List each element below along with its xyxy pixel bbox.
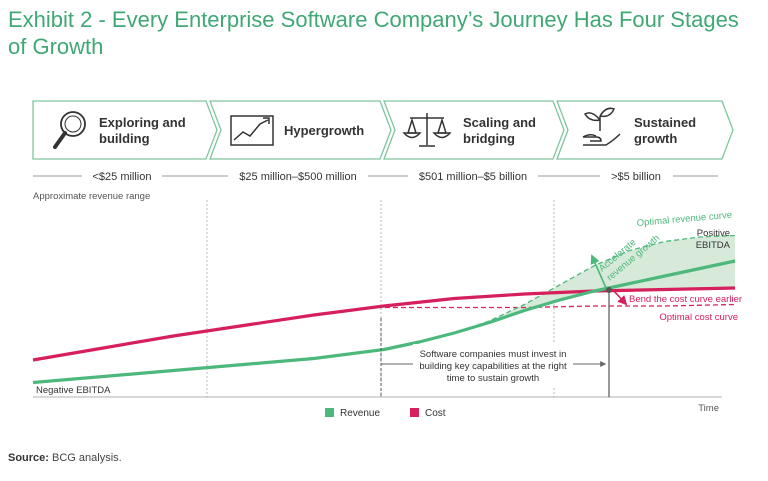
chart-title: Exhibit 2 - Every Enterprise Software Co… [8, 7, 739, 59]
plant-in-hand-icon [582, 107, 621, 146]
series-line-optimal-revenue-curve [453, 234, 736, 334]
stage-4-shape [556, 100, 734, 160]
intersection-point [606, 287, 612, 293]
x-axis-label: Time [698, 403, 719, 414]
stage-bar [32, 100, 734, 160]
investment-note-line2: building key capabilities at the right [419, 361, 567, 372]
stage-3-shape [383, 100, 565, 160]
series-line-optimal-cost-curve [376, 303, 736, 309]
positive-ebitda-area [454, 235, 735, 333]
series-layer [32, 234, 736, 385]
stage-3-label-line2: bridging [463, 131, 515, 146]
magnifier-icon [53, 111, 86, 149]
range-label-1: <$25 million [92, 171, 151, 183]
range-label-2: $25 million–$500 million [239, 171, 356, 183]
legend-revenue-swatch [325, 408, 334, 417]
stage-1-label-line2: building [99, 131, 150, 146]
source-text: BCG analysis. [52, 452, 122, 464]
optimal-cost-label: Optimal cost curve [659, 312, 738, 323]
source-note: Source: BCG analysis. [8, 452, 122, 464]
stage-2-label: Hypergrowth [284, 123, 364, 138]
investment-note-line1: Software companies must invest in [420, 349, 567, 360]
source-label: Source: [8, 452, 49, 464]
legend: Revenue Cost [325, 408, 446, 419]
investment-note-line3: time to sustain growth [447, 373, 539, 384]
range-label-4: >$5 billion [611, 171, 661, 183]
balance-scale-icon [402, 113, 452, 147]
legend-cost-swatch [410, 408, 419, 417]
legend-revenue-label: Revenue [340, 408, 380, 419]
legend-cost-label: Cost [425, 408, 446, 419]
stage-1-label-line1: Exploring and [99, 115, 186, 130]
positive-ebitda-fill [454, 235, 735, 333]
stage-3-label-line1: Scaling and [463, 115, 536, 130]
stage-4-label-line2: growth [634, 131, 677, 146]
series-line-revenue [32, 259, 736, 385]
range-label-3: $501 million–$5 billion [419, 171, 527, 183]
stage-4-label-line1: Sustained [634, 115, 696, 130]
bend-cost-label: Bend the cost curve earlier [629, 294, 742, 305]
rising-chart-icon [230, 115, 274, 146]
negative-ebitda-label: Negative EBITDA [36, 385, 111, 396]
series-line-cost [32, 286, 736, 362]
optimal-revenue-label: Optimal revenue curve [636, 210, 732, 229]
stage-1-shape [32, 100, 218, 160]
range-caption: Approximate revenue range [33, 191, 150, 202]
accelerate-arrow [590, 254, 607, 289]
investment-window: Software companies must invest in buildi… [380, 289, 610, 397]
positive-ebitda-label-1: Positive [697, 228, 730, 239]
positive-ebitda-label-2: EBITDA [696, 240, 731, 251]
bend-cost-arrow [612, 289, 628, 306]
